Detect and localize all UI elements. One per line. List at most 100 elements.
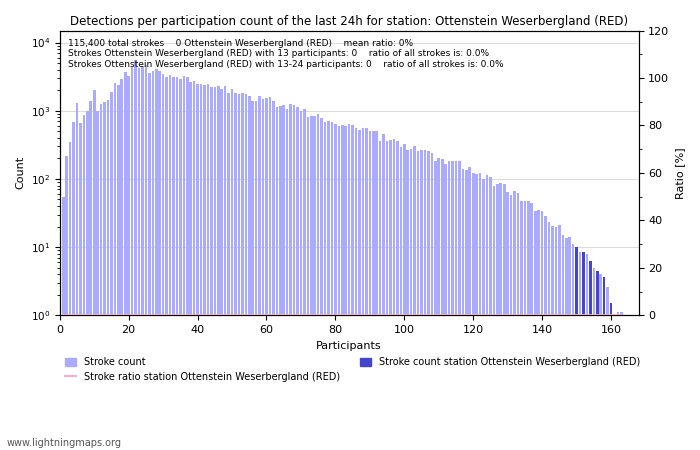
Bar xyxy=(355,128,358,450)
Bar xyxy=(554,227,557,450)
Bar xyxy=(217,86,220,450)
Bar xyxy=(520,201,523,450)
Bar xyxy=(203,86,206,450)
Bar xyxy=(72,122,75,450)
Bar xyxy=(155,69,158,450)
Bar xyxy=(603,277,606,450)
Bar xyxy=(572,244,575,450)
Bar xyxy=(506,192,509,450)
Bar xyxy=(513,191,516,450)
Bar xyxy=(106,100,109,450)
Bar xyxy=(272,100,274,450)
Bar xyxy=(176,77,178,450)
Bar xyxy=(251,101,254,450)
Bar xyxy=(113,83,116,450)
Bar xyxy=(599,274,602,450)
Bar xyxy=(76,104,78,450)
Bar xyxy=(403,144,405,450)
Bar xyxy=(231,89,233,450)
Bar xyxy=(568,237,571,450)
Bar xyxy=(386,141,389,450)
X-axis label: Participants: Participants xyxy=(316,341,382,351)
Bar xyxy=(603,277,606,450)
Bar xyxy=(321,117,323,450)
Bar xyxy=(138,68,140,450)
Bar xyxy=(547,222,550,450)
Bar xyxy=(224,86,226,450)
Bar xyxy=(351,125,354,450)
Bar xyxy=(362,128,364,450)
Bar xyxy=(430,153,433,450)
Bar xyxy=(310,116,313,450)
Bar xyxy=(104,102,106,450)
Bar xyxy=(206,84,209,450)
Bar xyxy=(262,99,265,450)
Bar xyxy=(617,312,620,450)
Bar xyxy=(169,75,172,450)
Bar xyxy=(606,287,609,450)
Bar xyxy=(337,126,340,450)
Bar xyxy=(468,167,471,450)
Bar xyxy=(613,315,616,450)
Bar xyxy=(416,150,419,450)
Bar xyxy=(500,183,502,450)
Bar xyxy=(372,131,375,450)
Bar xyxy=(286,109,288,450)
Bar xyxy=(517,193,519,450)
Bar xyxy=(255,101,258,450)
Title: Detections per participation count of the last 24h for station: Ottenstein Weser: Detections per participation count of th… xyxy=(70,15,628,28)
Text: www.lightningmaps.org: www.lightningmaps.org xyxy=(7,438,122,448)
Bar xyxy=(575,247,578,450)
Bar xyxy=(524,201,526,450)
Bar xyxy=(575,247,578,450)
Bar xyxy=(493,186,495,450)
Bar xyxy=(265,98,268,450)
Bar xyxy=(330,122,333,450)
Bar xyxy=(65,156,68,450)
Bar xyxy=(228,93,230,450)
Bar xyxy=(414,146,416,450)
Bar xyxy=(434,161,437,450)
Bar xyxy=(620,312,623,450)
Legend: Stroke count, Stroke ratio station Ottenstein Weserbergland (RED), Stroke count : Stroke count, Stroke ratio station Otten… xyxy=(64,357,640,382)
Bar xyxy=(369,131,371,450)
Bar xyxy=(193,81,195,450)
Bar xyxy=(438,158,440,450)
Bar xyxy=(327,121,330,450)
Bar xyxy=(214,87,216,450)
Bar xyxy=(613,315,616,450)
Bar xyxy=(279,106,281,450)
Bar xyxy=(396,141,399,450)
Bar xyxy=(293,105,295,450)
Bar xyxy=(582,252,584,450)
Bar xyxy=(296,107,299,450)
Bar xyxy=(148,73,150,450)
Bar xyxy=(344,126,347,450)
Bar xyxy=(610,303,612,450)
Bar xyxy=(117,86,120,450)
Bar xyxy=(234,93,237,450)
Bar xyxy=(124,72,127,450)
Bar xyxy=(510,195,512,450)
Bar xyxy=(79,123,82,450)
Bar xyxy=(486,175,489,450)
Bar xyxy=(610,303,612,450)
Bar xyxy=(527,201,530,450)
Bar xyxy=(545,216,547,450)
Bar xyxy=(183,76,185,450)
Bar xyxy=(393,139,395,450)
Bar xyxy=(503,184,505,450)
Bar xyxy=(496,184,498,450)
Bar xyxy=(441,159,444,450)
Bar xyxy=(458,161,461,450)
Bar xyxy=(97,111,99,450)
Bar xyxy=(389,140,392,450)
Bar xyxy=(534,212,536,450)
Bar xyxy=(158,71,161,450)
Bar xyxy=(86,111,89,450)
Bar xyxy=(300,111,302,450)
Bar xyxy=(307,117,309,450)
Y-axis label: Ratio [%]: Ratio [%] xyxy=(675,147,685,199)
Bar xyxy=(237,94,240,450)
Bar xyxy=(303,109,306,450)
